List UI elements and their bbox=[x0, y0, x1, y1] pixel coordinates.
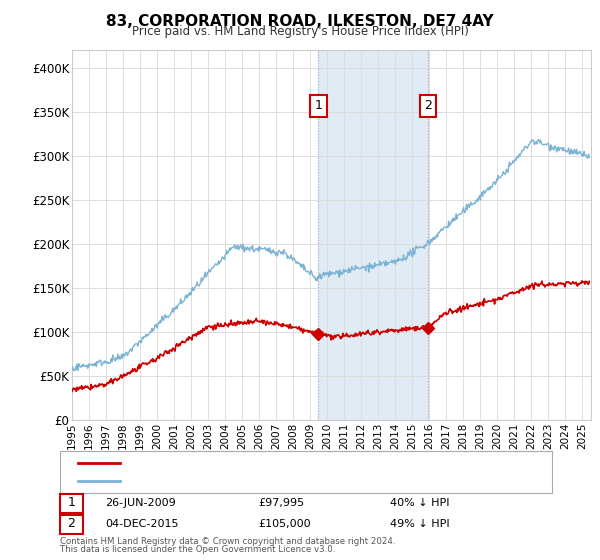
Text: 1: 1 bbox=[314, 99, 322, 113]
Text: Contains HM Land Registry data © Crown copyright and database right 2024.: Contains HM Land Registry data © Crown c… bbox=[60, 537, 395, 546]
Text: 26-JUN-2009: 26-JUN-2009 bbox=[105, 498, 176, 508]
Text: 2: 2 bbox=[67, 517, 76, 530]
Bar bbox=[319, 50, 428, 420]
Text: 2: 2 bbox=[424, 99, 432, 113]
Text: £97,995: £97,995 bbox=[258, 498, 304, 508]
Text: £105,000: £105,000 bbox=[258, 519, 311, 529]
Text: 40% ↓ HPI: 40% ↓ HPI bbox=[390, 498, 449, 508]
Text: This data is licensed under the Open Government Licence v3.0.: This data is licensed under the Open Gov… bbox=[60, 545, 335, 554]
Text: 83, CORPORATION ROAD, ILKESTON, DE7 4AY (detached house): 83, CORPORATION ROAD, ILKESTON, DE7 4AY … bbox=[126, 458, 458, 468]
Text: 04-DEC-2015: 04-DEC-2015 bbox=[105, 519, 179, 529]
Text: 1: 1 bbox=[67, 496, 76, 510]
Text: 83, CORPORATION ROAD, ILKESTON, DE7 4AY: 83, CORPORATION ROAD, ILKESTON, DE7 4AY bbox=[106, 14, 494, 29]
Text: HPI: Average price, detached house, Erewash: HPI: Average price, detached house, Erew… bbox=[126, 476, 363, 486]
Text: 49% ↓ HPI: 49% ↓ HPI bbox=[390, 519, 449, 529]
Text: Price paid vs. HM Land Registry's House Price Index (HPI): Price paid vs. HM Land Registry's House … bbox=[131, 25, 469, 38]
